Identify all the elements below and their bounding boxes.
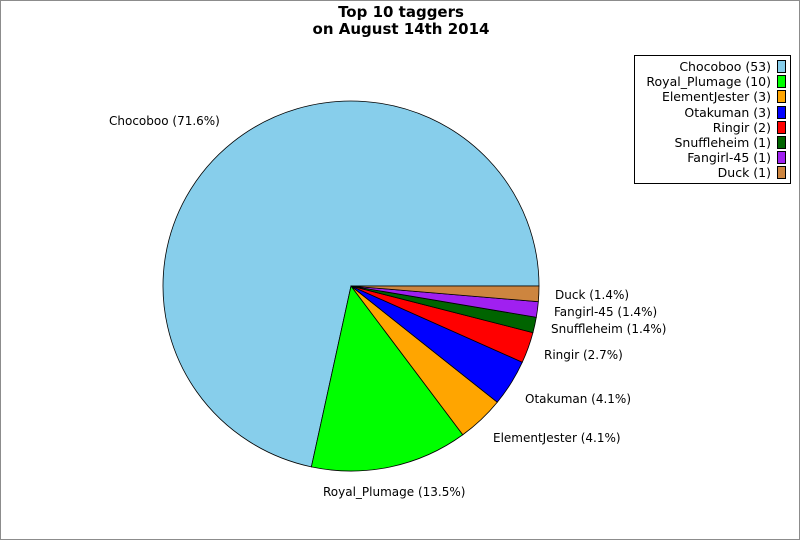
slice-label-chocoboo: Chocoboo (71.6%)	[109, 114, 220, 128]
legend-swatch	[777, 105, 786, 119]
legend-item-royal-plumage: Royal_Plumage (10)	[646, 74, 786, 89]
chart-title-line-1: Top 10 taggers	[338, 3, 464, 21]
legend-swatch	[777, 136, 786, 149]
legend-swatch	[777, 151, 786, 165]
legend-swatch	[777, 75, 786, 89]
legend-label: Duck (1)	[717, 165, 771, 181]
slice-label-elementjester: ElementJester (4.1%)	[493, 431, 621, 445]
legend-swatch	[777, 166, 786, 180]
legend-swatch	[777, 120, 786, 134]
legend-item-duck: Duck (1)	[718, 165, 786, 180]
legend-swatch	[777, 60, 786, 73]
legend-item-snuffleheim: Snuffleheim (1)	[674, 135, 786, 150]
legend-label: Snuffleheim (1)	[674, 135, 772, 150]
slice-royal-plumage	[310, 285, 464, 472]
slice-label-fangirl-45: Fangirl-45 (1.4%)	[554, 305, 657, 319]
slice-chocoboo	[162, 100, 540, 468]
legend-label: ElementJester (3)	[661, 89, 771, 105]
legend-swatch	[777, 90, 786, 104]
legend-item-elementjester: ElementJester (3)	[662, 89, 786, 104]
legend-item-fangirl-45: Fangirl-45 (1)	[687, 150, 786, 165]
legend-label: Otakuman (3)	[684, 104, 771, 120]
legend-label: Fangirl-45 (1)	[687, 150, 771, 166]
slice-label-duck: Duck (1.4%)	[555, 288, 629, 302]
legend-label: Chocoboo (53)	[679, 59, 771, 74]
slice-duck	[350, 285, 540, 303]
slice-label-royal-plumage: Royal_Plumage (13.5%)	[323, 485, 465, 499]
legend-label: Ringir (2)	[712, 119, 771, 135]
legend-item-ringir: Ringir (2)	[713, 120, 786, 135]
legend: Chocoboo (53) Royal_Plumage (10) ElementJe…	[634, 55, 791, 184]
legend-item-chocoboo: Chocoboo (53)	[679, 59, 786, 74]
slice-label-otakuman: Otakuman (4.1%)	[525, 392, 631, 406]
legend-label: Royal_Plumage (10)	[646, 74, 771, 90]
slice-label-ringir: Ringir (2.7%)	[544, 348, 623, 362]
chart-title: Top 10 taggers on August 14th 2014	[1, 4, 800, 38]
slice-label-snuffleheim: Snuffleheim (1.4%)	[551, 322, 667, 336]
legend-item-otakuman: Otakuman (3)	[684, 105, 786, 120]
chart-title-line-2: on August 14th 2014	[312, 20, 490, 38]
